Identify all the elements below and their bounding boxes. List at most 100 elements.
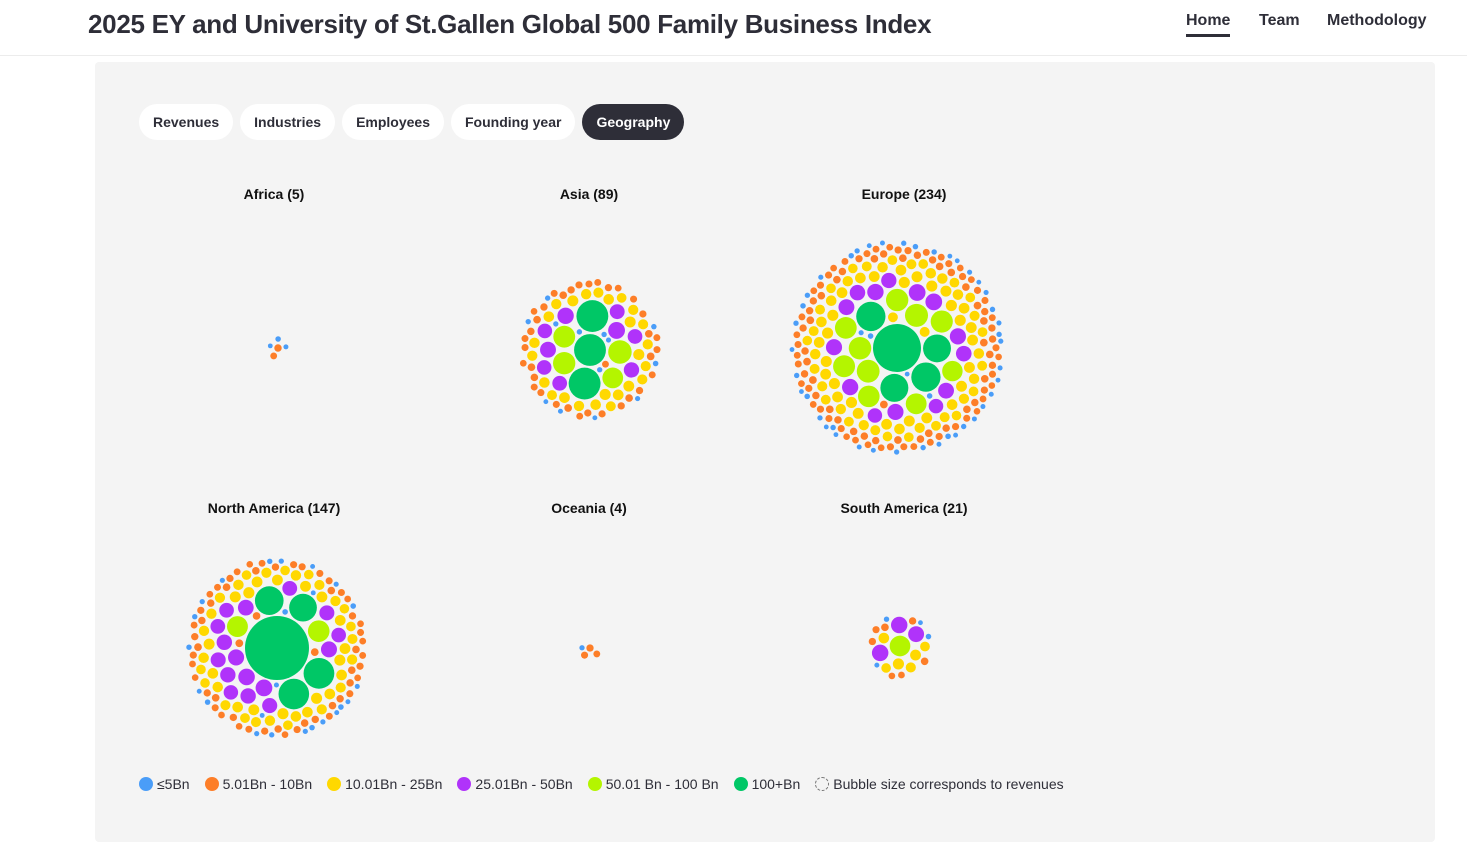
company-bubble[interactable] [206, 608, 217, 619]
company-bubble[interactable] [935, 432, 943, 441]
company-bubble[interactable] [973, 286, 982, 294]
company-bubble[interactable] [920, 641, 930, 652]
company-bubble[interactable] [799, 324, 807, 332]
company-bubble[interactable] [550, 289, 558, 297]
company-bubble[interactable] [794, 360, 802, 368]
company-bubble[interactable] [328, 701, 337, 710]
company-bubble[interactable] [293, 725, 301, 734]
company-bubble[interactable] [894, 423, 905, 435]
company-bubble[interactable] [937, 253, 945, 261]
company-bubble[interactable] [855, 272, 866, 284]
company-bubble[interactable] [270, 352, 278, 360]
company-bubble[interactable] [947, 268, 956, 277]
company-bubble[interactable] [827, 309, 839, 321]
company-bubble[interactable] [956, 264, 964, 272]
company-bubble[interactable] [842, 378, 859, 396]
company-bubble[interactable] [836, 287, 848, 299]
company-bubble[interactable] [958, 302, 970, 314]
company-bubble[interactable] [527, 350, 538, 361]
company-bubble[interactable] [214, 583, 221, 591]
company-bubble[interactable] [334, 614, 346, 626]
company-bubble[interactable] [848, 253, 854, 259]
company-bubble[interactable] [963, 361, 975, 373]
company-bubble[interactable] [888, 672, 896, 680]
company-bubble[interactable] [906, 259, 917, 270]
company-bubble[interactable] [311, 715, 319, 724]
company-bubble[interactable] [207, 668, 219, 679]
company-bubble[interactable] [261, 727, 269, 735]
company-bubble[interactable] [303, 657, 335, 689]
company-bubble[interactable] [809, 376, 817, 384]
company-bubble[interactable] [898, 276, 910, 288]
company-bubble[interactable] [963, 414, 971, 422]
company-bubble[interactable] [958, 272, 967, 281]
company-bubble[interactable] [639, 310, 647, 318]
company-bubble[interactable] [300, 580, 311, 592]
tab-founding-year[interactable]: Founding year [451, 104, 576, 140]
company-bubble[interactable] [794, 340, 802, 349]
company-bubble[interactable] [992, 344, 1000, 352]
company-bubble[interactable] [530, 373, 539, 382]
company-bubble[interactable] [946, 399, 958, 410]
company-bubble[interactable] [592, 415, 598, 421]
company-bubble[interactable] [219, 577, 225, 583]
company-bubble[interactable] [967, 334, 979, 346]
company-bubble[interactable] [931, 420, 941, 431]
company-bubble[interactable] [988, 361, 997, 370]
company-bubble[interactable] [608, 340, 632, 364]
company-bubble[interactable] [337, 588, 345, 597]
company-bubble[interactable] [899, 254, 907, 263]
nav-team[interactable]: Team [1259, 12, 1300, 29]
company-bubble[interactable] [196, 664, 206, 675]
company-bubble[interactable] [904, 371, 910, 377]
company-bubble[interactable] [282, 580, 298, 596]
company-bubble[interactable] [923, 334, 951, 363]
company-bubble[interactable] [240, 713, 250, 723]
company-bubble[interactable] [627, 329, 643, 344]
company-bubble[interactable] [825, 271, 833, 279]
company-bubble[interactable] [973, 301, 982, 310]
company-bubble[interactable] [598, 410, 606, 418]
company-bubble[interactable] [926, 280, 938, 292]
company-bubble[interactable] [210, 619, 226, 634]
company-bubble[interactable] [233, 568, 241, 576]
company-bubble[interactable] [333, 581, 339, 587]
company-bubble[interactable] [919, 326, 930, 337]
company-bubble[interactable] [580, 288, 592, 300]
company-bubble[interactable] [913, 251, 922, 259]
company-bubble[interactable] [300, 719, 309, 727]
company-bubble[interactable] [203, 689, 211, 697]
company-bubble[interactable] [254, 586, 284, 615]
company-bubble[interactable] [590, 399, 601, 411]
company-bubble[interactable] [357, 620, 364, 628]
company-bubble[interactable] [949, 328, 966, 345]
company-bubble[interactable] [854, 248, 860, 254]
company-bubble[interactable] [552, 400, 560, 408]
company-bubble[interactable] [901, 240, 907, 246]
company-bubble[interactable] [289, 593, 317, 622]
company-bubble[interactable] [346, 690, 354, 698]
company-bubble[interactable] [269, 732, 275, 738]
company-bubble[interactable] [809, 363, 820, 374]
company-bubble[interactable] [968, 386, 979, 397]
company-bubble[interactable] [603, 294, 615, 305]
company-bubble[interactable] [920, 444, 926, 451]
company-bubble[interactable] [625, 394, 633, 402]
company-bubble[interactable] [816, 405, 825, 413]
company-bubble[interactable] [833, 275, 841, 284]
company-bubble[interactable] [281, 731, 289, 738]
company-bubble[interactable] [881, 418, 892, 430]
company-bubble[interactable] [359, 651, 367, 659]
company-bubble[interactable] [881, 663, 891, 673]
company-bubble[interactable] [924, 429, 933, 438]
company-bubble[interactable] [635, 386, 644, 395]
company-bubble[interactable] [864, 441, 872, 449]
company-bubble[interactable] [616, 292, 627, 303]
company-bubble[interactable] [347, 633, 358, 645]
company-bubble[interactable] [259, 712, 265, 718]
company-bubble[interactable] [816, 316, 827, 328]
company-bubble[interactable] [942, 424, 950, 432]
company-bubble[interactable] [879, 250, 888, 258]
company-bubble[interactable] [226, 616, 248, 638]
company-bubble[interactable] [980, 386, 989, 394]
